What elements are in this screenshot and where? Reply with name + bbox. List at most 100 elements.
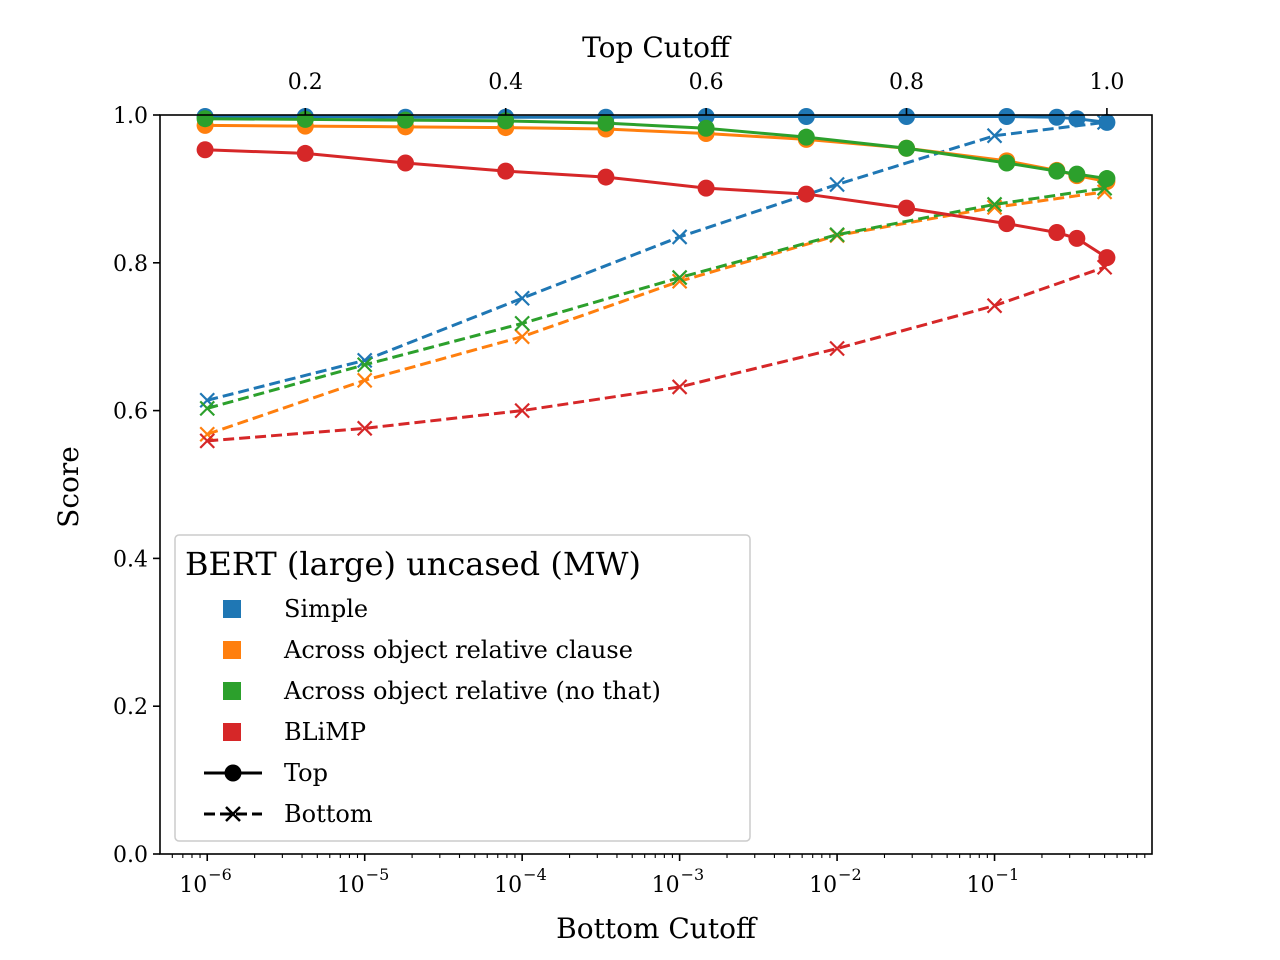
legend-box (174, 534, 751, 842)
legend-swatch-across-object-relative-clause (223, 641, 241, 659)
y-axis-label: Score (52, 446, 85, 528)
legend-label-top: Top (284, 759, 328, 787)
point-bottom-across-object-relative-no-that (514, 315, 530, 332)
point-top-blimp (396, 154, 414, 172)
point-top-across-object-relative-no-that (396, 111, 414, 129)
top-x-tick-label: 0.2 (288, 70, 323, 95)
legend-marker-top (224, 764, 242, 782)
series-line-top-blimp (205, 148, 1108, 259)
point-top-across-object-relative-no-that (1098, 170, 1116, 188)
top-x-tick-label: 0.6 (689, 70, 724, 95)
legend-label-simple: Simple (284, 595, 368, 623)
point-top-blimp (898, 199, 916, 217)
point-bottom-simple (986, 127, 1003, 144)
point-top-blimp (1068, 229, 1086, 247)
point-bottom-across-object-relative-clause (356, 372, 373, 389)
bottom-x-tick-exponent: −1 (996, 865, 1020, 884)
legend-label-across-object-relative-clause: Across object relative clause (283, 636, 633, 664)
legend-marker-bottom (225, 806, 241, 822)
bottom-x-tick-exponent: −3 (681, 865, 705, 884)
point-top-across-object-relative-no-that (497, 112, 515, 130)
bottom-x-tick-label: 10 (494, 873, 522, 898)
bottom-x-tick-label: 10 (652, 873, 680, 898)
top-x-tick-label: 0.4 (488, 70, 523, 95)
bottom-x-tick-exponent: −5 (366, 865, 390, 884)
point-bottom-across-object-relative-no-that (199, 400, 216, 417)
point-top-blimp (1098, 249, 1116, 267)
point-top-simple (1098, 113, 1116, 131)
point-bottom-across-object-relative-no-that (671, 269, 688, 286)
series-line-bottom-simple (206, 120, 1105, 402)
point-top-across-object-relative-no-that (797, 128, 815, 146)
y-tick-label: 0.0 (113, 843, 148, 868)
y-tick-label: 1.0 (113, 104, 148, 129)
point-top-across-object-relative-no-that (998, 154, 1016, 172)
point-bottom-across-object-relative-no-that (986, 196, 1003, 213)
point-top-across-object-relative-no-that (898, 139, 916, 157)
bottom-x-tick-label: 10 (967, 873, 995, 898)
legend-label-bottom: Bottom (284, 800, 373, 828)
legend: BERT (large) uncased (MW) Simple Across … (174, 534, 751, 842)
point-top-across-object-relative-no-that (196, 110, 214, 128)
point-bottom-blimp (671, 379, 688, 395)
point-bottom-blimp (514, 402, 530, 419)
legend-label-across-object-relative-no-that: Across object relative (no that) (283, 677, 661, 705)
bottom-x-tick-label: 10 (337, 873, 365, 898)
bottom-x-tick-label: 10 (179, 873, 207, 898)
y-tick-label: 0.4 (113, 547, 148, 572)
series-line-bottom-blimp (207, 265, 1106, 443)
point-top-blimp (1048, 224, 1066, 242)
point-top-across-object-relative-no-that (1068, 165, 1086, 183)
point-bottom-across-object-relative-no-that (356, 357, 373, 373)
x-axis-bottom-label: Bottom Cutoff (556, 912, 758, 945)
point-top-blimp (497, 162, 515, 180)
point-bottom-blimp (356, 420, 373, 437)
top-x-tick-label: 0.8 (889, 70, 924, 95)
series-line-bottom-across-object-relative-no-that (206, 186, 1105, 410)
point-bottom-across-object-relative-no-that (829, 226, 845, 243)
point-top-blimp (296, 144, 314, 162)
point-bottom-across-object-relative-clause (514, 328, 530, 345)
axis-ticks: 0.00.20.40.60.81.00.2 0.4 0.6 0.8 1.010 −6 10−… (113, 70, 1146, 898)
point-top-simple (797, 107, 815, 125)
point-top-blimp (597, 168, 615, 186)
x-axis-top-label: Top Cutoff (582, 31, 732, 64)
bottom-x-tick-label: 10 (809, 873, 837, 898)
plot-frame (159, 114, 1153, 855)
point-bottom-blimp (986, 297, 1003, 314)
y-tick-label: 0.6 (113, 400, 148, 425)
point-top-across-object-relative-no-that (597, 114, 615, 132)
series-line-top-across-object-relative-clause (205, 123, 1108, 183)
legend-swatch-simple (223, 600, 241, 618)
point-bottom-blimp (829, 340, 845, 357)
legend-title: BERT (large) uncased (MW) (185, 545, 641, 583)
y-tick-label: 0.8 (113, 252, 148, 277)
point-top-simple (1048, 108, 1066, 126)
bottom-x-tick-exponent: −4 (523, 865, 547, 884)
point-top-simple (1068, 110, 1086, 128)
point-bottom-simple (671, 229, 688, 245)
point-bottom-blimp (199, 433, 216, 449)
point-bottom-simple (514, 290, 530, 307)
legend-label-blimp: BLiMP (284, 718, 366, 746)
legend-swatch-blimp (223, 723, 241, 741)
point-top-blimp (797, 185, 815, 203)
bottom-x-tick-exponent: −6 (208, 865, 232, 884)
plot-lines (196, 107, 1116, 449)
point-top-across-object-relative-no-that (1048, 162, 1066, 180)
point-top-blimp (998, 215, 1016, 233)
point-top-across-object-relative-no-that (697, 119, 715, 137)
y-tick-label: 0.2 (113, 695, 148, 720)
point-bottom-across-object-relative-clause (199, 426, 216, 443)
bottom-x-tick-exponent: −2 (838, 865, 862, 884)
point-bottom-simple (829, 176, 845, 193)
point-top-blimp (697, 179, 715, 197)
top-x-tick-label: 1.0 (1089, 70, 1124, 95)
legend-swatch-across-object-relative-no-that (223, 682, 241, 700)
point-top-simple (898, 107, 916, 125)
point-top-blimp (196, 141, 214, 159)
point-top-simple (697, 107, 715, 125)
point-top-simple (998, 107, 1016, 125)
point-bottom-across-object-relative-clause (671, 273, 688, 290)
